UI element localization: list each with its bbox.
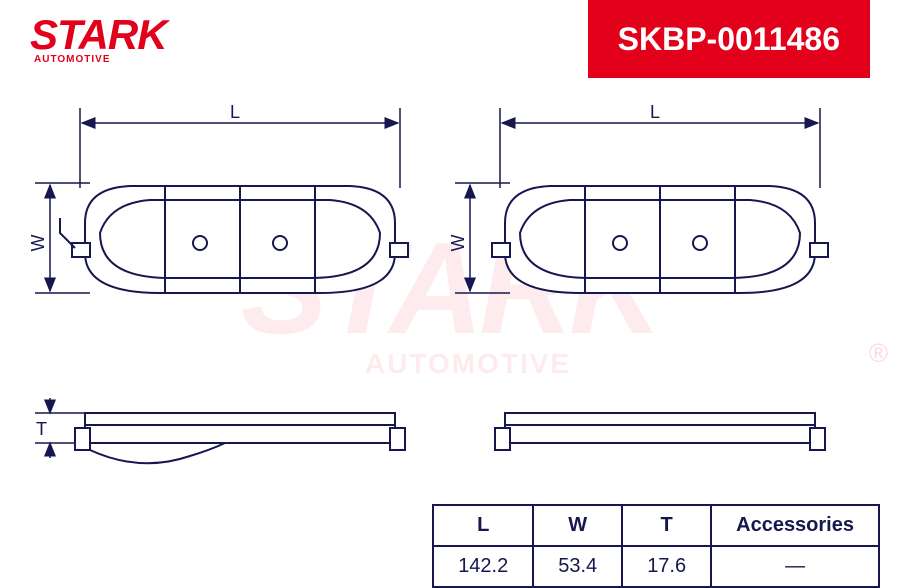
dim-label-L2: L — [650, 102, 660, 122]
part-number-badge: SKBP-0011486 — [588, 0, 870, 78]
brand-logo: STARK AUTOMOTIVE — [30, 14, 167, 65]
val-T: 17.6 — [622, 546, 711, 587]
col-W: W — [533, 505, 622, 546]
brake-pad-front-right — [492, 186, 828, 293]
col-T: T — [622, 505, 711, 546]
dim-label-W2: W — [448, 235, 468, 252]
col-acc: Accessories — [711, 505, 879, 546]
dimensions-table: L W T Accessories 142.2 53.4 17.6 — — [432, 504, 880, 588]
drawing-svg: L L W W T — [0, 78, 900, 498]
brake-pad-front-left — [60, 186, 408, 293]
val-W: 53.4 — [533, 546, 622, 587]
val-L: 142.2 — [433, 546, 533, 587]
brand-tagline: AUTOMOTIVE — [34, 54, 167, 65]
dim-label-W: W — [28, 235, 48, 252]
col-L: L — [433, 505, 533, 546]
brake-pad-side-right — [495, 413, 825, 450]
dim-label-L: L — [230, 102, 240, 122]
technical-drawing: STARK AUTOMOTIVE ® L L W W T — [0, 78, 900, 498]
brand-name: STARK — [30, 14, 167, 56]
val-acc: — — [711, 546, 879, 587]
dim-label-T: T — [36, 419, 47, 439]
brake-pad-side-left — [75, 413, 405, 463]
header: STARK AUTOMOTIVE SKBP-0011486 — [0, 0, 900, 78]
